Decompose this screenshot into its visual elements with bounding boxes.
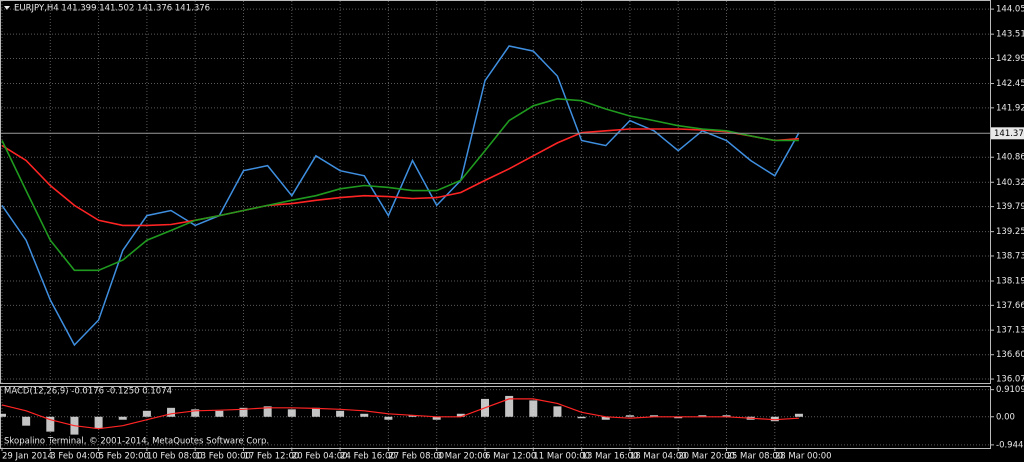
last-price-label: 141.376	[994, 129, 1024, 139]
macd-bar	[167, 407, 176, 417]
macd-bar	[529, 400, 538, 417]
x-tick-label: 6 Mar 12:00	[485, 452, 536, 462]
macd-bar	[311, 407, 320, 417]
x-tick-label: 13 Feb 00:00	[195, 452, 251, 462]
macd-bar	[142, 410, 151, 417]
x-tick-label: 13 Mar 16:00	[582, 452, 639, 462]
y-tick-label: 141.925	[996, 103, 1024, 113]
y-tick-label: 140.860	[996, 153, 1024, 163]
x-tick-label: 28 Mar 00:00	[775, 452, 832, 462]
x-tick-label: 3 Feb 04:00	[50, 452, 100, 462]
macd-bar	[287, 409, 296, 417]
y-tick-label: 142.45	[996, 79, 1024, 89]
last-price-box	[991, 127, 1024, 140]
y-tick-label: 143.515	[996, 30, 1024, 40]
x-tick-label: 20 Mar 20:00	[678, 452, 735, 462]
x-tick-label: 3 Mar 20:00	[437, 452, 488, 462]
macd-bar	[94, 416, 103, 429]
y-tick-label: 137.130	[996, 326, 1024, 336]
y-tick-label: 0.9109	[996, 385, 1024, 395]
y-tick-label: 136.600	[996, 350, 1024, 360]
macd-bar	[22, 416, 31, 426]
macd-bar	[0, 413, 6, 417]
y-tick-label: 140.320	[996, 178, 1024, 188]
macd-bar	[770, 416, 779, 422]
chart-title: EURJPY,H4 141.399 141.502 141.376 141.37…	[14, 4, 210, 14]
y-tick-label: 144.055	[996, 5, 1024, 15]
y-tick-label: 138.730	[996, 251, 1024, 261]
y-tick-label: 139.795	[996, 202, 1024, 212]
x-tick-label: 18 Mar 04:00	[630, 452, 687, 462]
macd-bar	[191, 409, 200, 417]
moving-average	[1, 128, 799, 227]
y-tick-label: 0.00	[996, 412, 1015, 422]
macd-bar	[650, 415, 659, 417]
macd-bar	[118, 416, 127, 420]
macd-bar	[263, 406, 272, 417]
macd-bar	[336, 410, 345, 417]
y-tick-label: 138.190	[996, 277, 1024, 287]
macd-bar	[384, 416, 393, 420]
macd-bar	[601, 416, 610, 420]
macd-bar	[215, 410, 224, 417]
macd-title: MACD(12,26,9) -0.0176 -0.1250 0.1074	[4, 387, 172, 397]
macd-bar	[46, 416, 55, 432]
macd-bar	[722, 415, 731, 417]
main-panel	[0, 0, 991, 384]
x-tick-label: 5 Feb 20:00	[99, 452, 149, 462]
x-tick-label: 27 Feb 08:00	[388, 452, 444, 462]
macd-bar	[505, 395, 514, 417]
macd-bar	[553, 406, 562, 417]
y-tick-label: 139.255	[996, 227, 1024, 237]
macd-bar	[625, 415, 634, 417]
x-tick-label: 17 Feb 12:00	[244, 452, 300, 462]
macd-bar	[674, 416, 683, 419]
macd-bar	[698, 415, 707, 417]
price-line	[1, 45, 800, 347]
macd-panel	[0, 386, 991, 449]
macd-bar	[239, 407, 248, 417]
copyright: Skopalino Terminal, © 2001-2014, MetaQuo…	[4, 437, 269, 447]
macd-bar	[360, 413, 369, 417]
y-tick-label: 136.075	[996, 375, 1024, 385]
menu-icon[interactable]	[4, 6, 10, 10]
x-tick-label: 29 Jan 2014	[2, 452, 53, 462]
y-tick-label: 137.665	[996, 301, 1024, 311]
moving-average	[1, 97, 799, 272]
signal-line	[1, 398, 799, 430]
y-tick-label: -0.9448	[996, 440, 1024, 450]
macd-bar	[432, 416, 441, 420]
macd-bar	[408, 415, 417, 417]
macd-bar	[794, 413, 803, 417]
x-tick-label: 10 Feb 08:00	[147, 452, 203, 462]
x-tick-label: 25 Mar 08:00	[727, 452, 784, 462]
x-tick-label: 24 Feb 16:00	[340, 452, 396, 462]
y-tick-label: 142.990	[996, 54, 1024, 64]
macd-bar	[456, 413, 465, 417]
x-tick-label: 20 Feb 04:00	[292, 452, 348, 462]
macd-bar	[577, 416, 586, 419]
x-tick-label: 11 Mar 00:00	[533, 452, 590, 462]
